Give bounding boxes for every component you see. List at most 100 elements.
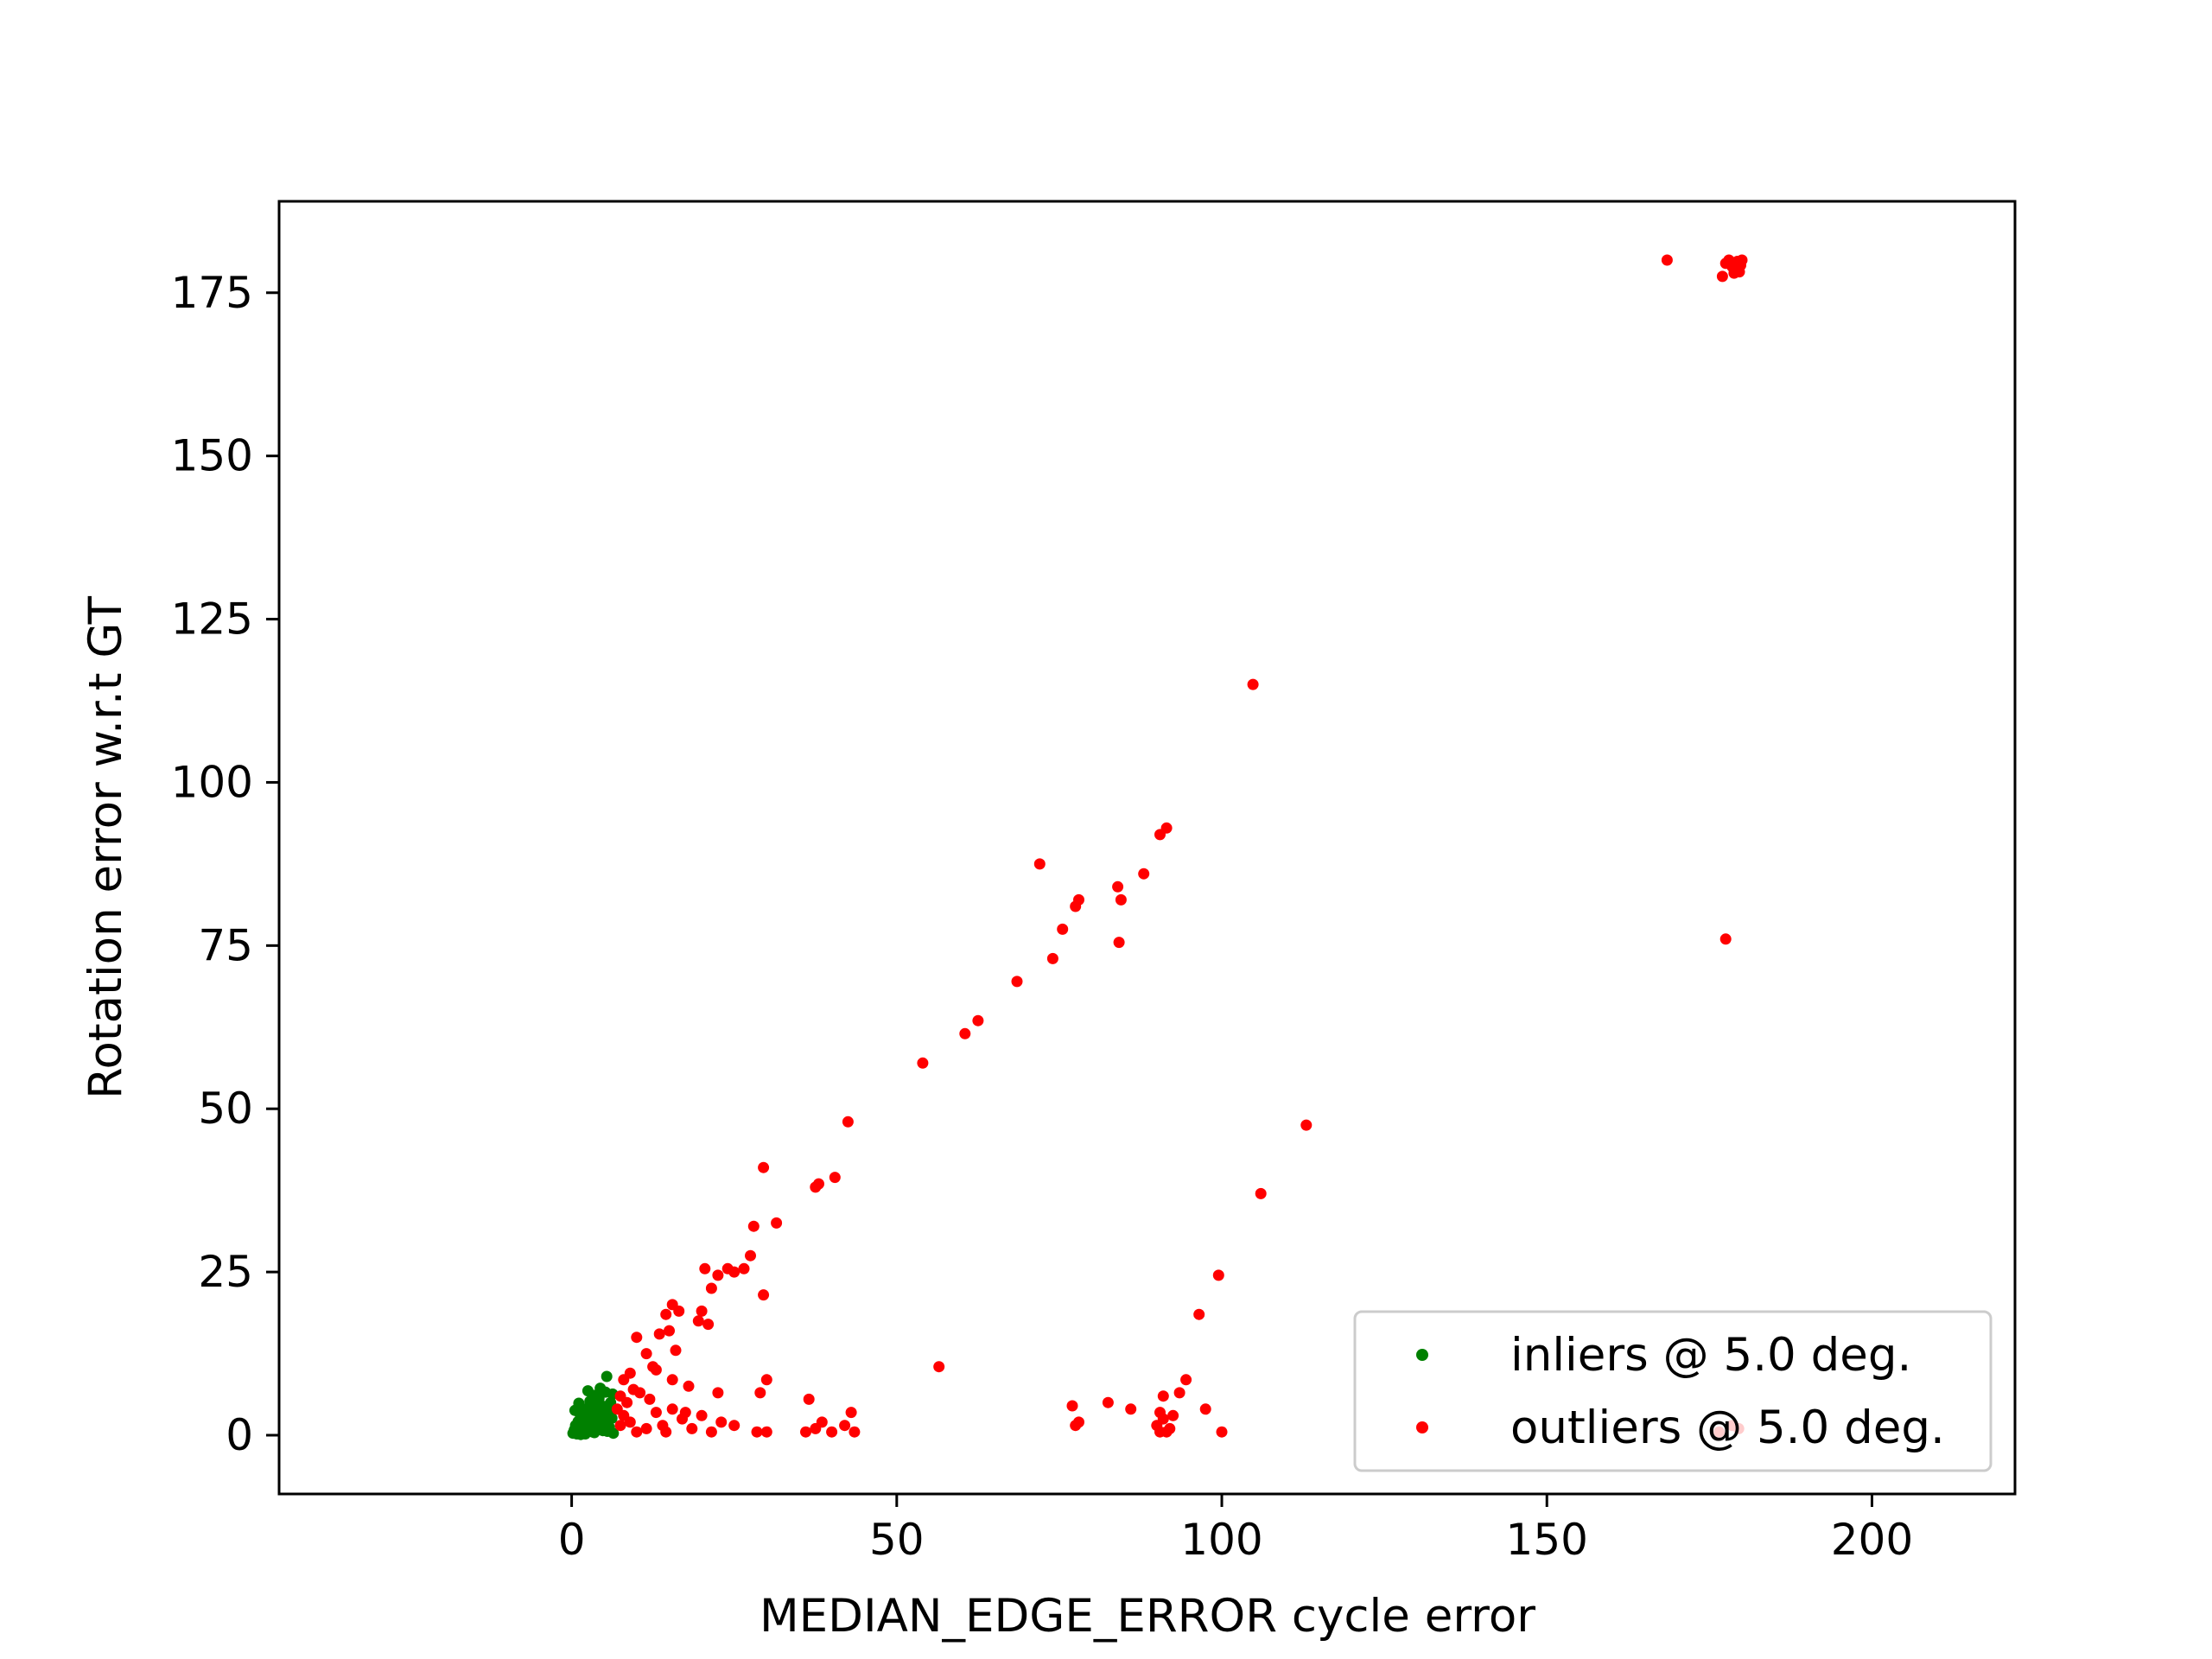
data-point bbox=[760, 1426, 772, 1438]
data-point bbox=[683, 1380, 695, 1392]
data-point bbox=[1728, 267, 1740, 279]
data-point bbox=[1011, 976, 1023, 988]
y-tick-label: 150 bbox=[171, 431, 253, 481]
data-point bbox=[712, 1387, 724, 1399]
data-point bbox=[816, 1416, 828, 1428]
y-axis-label: Rotation error w.r.t GT bbox=[79, 595, 132, 1099]
data-point bbox=[1164, 1422, 1176, 1434]
data-point bbox=[650, 1363, 662, 1376]
data-point bbox=[721, 1262, 734, 1274]
data-point bbox=[1154, 1407, 1166, 1419]
data-point bbox=[618, 1374, 630, 1386]
data-point bbox=[660, 1426, 672, 1438]
legend-label-inliers: inliers @ 5.0 deg. bbox=[1510, 1329, 1911, 1382]
data-point bbox=[1113, 937, 1125, 949]
data-point bbox=[599, 1414, 611, 1427]
legend-marker-inliers bbox=[1416, 1349, 1428, 1361]
data-point bbox=[1167, 1409, 1179, 1421]
data-point bbox=[653, 1328, 665, 1340]
x-tick-label: 100 bbox=[1180, 1515, 1262, 1565]
y-tick-label: 175 bbox=[171, 268, 253, 318]
plot-area bbox=[279, 201, 2015, 1494]
data-point bbox=[666, 1374, 678, 1386]
x-tick-label: 200 bbox=[1831, 1515, 1913, 1565]
data-point bbox=[845, 1407, 857, 1419]
data-point bbox=[582, 1385, 594, 1397]
data-point bbox=[601, 1370, 613, 1382]
data-point bbox=[800, 1426, 811, 1438]
data-point bbox=[1070, 900, 1082, 912]
data-point bbox=[679, 1407, 691, 1419]
data-point bbox=[624, 1416, 636, 1428]
data-point bbox=[747, 1220, 760, 1232]
y-tick-label: 0 bbox=[226, 1410, 253, 1460]
data-point bbox=[712, 1269, 724, 1281]
y-tick-label: 125 bbox=[171, 594, 253, 645]
data-point bbox=[1199, 1403, 1211, 1415]
data-point bbox=[738, 1262, 750, 1274]
data-point bbox=[621, 1396, 633, 1408]
data-point bbox=[1112, 880, 1124, 893]
data-point bbox=[696, 1305, 708, 1317]
data-point bbox=[692, 1315, 704, 1327]
data-point bbox=[640, 1348, 652, 1360]
y-tick-label: 50 bbox=[198, 1084, 253, 1134]
data-point bbox=[1255, 1187, 1267, 1199]
data-point bbox=[1033, 858, 1046, 870]
data-point bbox=[728, 1420, 741, 1432]
data-point bbox=[1212, 1269, 1224, 1281]
legend-label-outliers: outliers @ 5.0 deg. bbox=[1510, 1402, 1945, 1454]
data-point bbox=[664, 1325, 675, 1337]
data-point bbox=[826, 1426, 838, 1438]
plot-frame bbox=[277, 200, 2017, 1496]
data-point bbox=[829, 1172, 841, 1184]
data-point bbox=[1300, 1119, 1313, 1131]
data-point bbox=[933, 1361, 945, 1373]
data-point bbox=[751, 1426, 763, 1438]
data-point bbox=[1735, 259, 1746, 271]
x-tick-label: 50 bbox=[869, 1515, 925, 1565]
data-point bbox=[1138, 868, 1150, 880]
data-point bbox=[754, 1387, 766, 1399]
y-tick-label: 25 bbox=[198, 1247, 253, 1297]
data-point bbox=[660, 1308, 672, 1320]
data-point bbox=[810, 1181, 822, 1193]
x-tick-label: 150 bbox=[1506, 1515, 1588, 1565]
data-point bbox=[1066, 1400, 1078, 1412]
data-point bbox=[696, 1409, 708, 1421]
data-point bbox=[686, 1422, 698, 1434]
data-point bbox=[1193, 1308, 1205, 1320]
data-point bbox=[1719, 933, 1732, 945]
data-point bbox=[917, 1057, 929, 1069]
data-point bbox=[650, 1407, 662, 1419]
data-point bbox=[631, 1332, 643, 1344]
data-point bbox=[1157, 1390, 1169, 1402]
data-point bbox=[1661, 254, 1673, 266]
data-point bbox=[1046, 952, 1058, 964]
data-point bbox=[699, 1262, 711, 1274]
data-point bbox=[705, 1282, 717, 1294]
series-inliers bbox=[567, 1370, 620, 1440]
data-point bbox=[601, 1426, 613, 1437]
data-point bbox=[644, 1393, 656, 1405]
data-point bbox=[715, 1416, 728, 1428]
x-tick-label: 0 bbox=[558, 1515, 586, 1565]
data-point bbox=[803, 1393, 815, 1405]
x-axis-ticks: 0 50 100 150 200 bbox=[558, 1494, 1913, 1565]
data-point bbox=[702, 1319, 715, 1331]
data-point bbox=[1180, 1374, 1192, 1386]
data-point bbox=[1173, 1387, 1185, 1399]
data-point bbox=[614, 1420, 626, 1432]
data-point bbox=[673, 1305, 685, 1317]
legend-box bbox=[1353, 1310, 1993, 1472]
data-point bbox=[1125, 1403, 1137, 1415]
data-point bbox=[1716, 270, 1728, 283]
data-point bbox=[584, 1419, 596, 1431]
data-point bbox=[575, 1428, 587, 1440]
data-point bbox=[839, 1420, 851, 1432]
data-point bbox=[634, 1387, 646, 1399]
data-point bbox=[849, 1426, 861, 1438]
data-point bbox=[1102, 1396, 1114, 1408]
y-tick-label: 75 bbox=[198, 920, 253, 970]
legend-marker-outliers bbox=[1416, 1421, 1428, 1433]
